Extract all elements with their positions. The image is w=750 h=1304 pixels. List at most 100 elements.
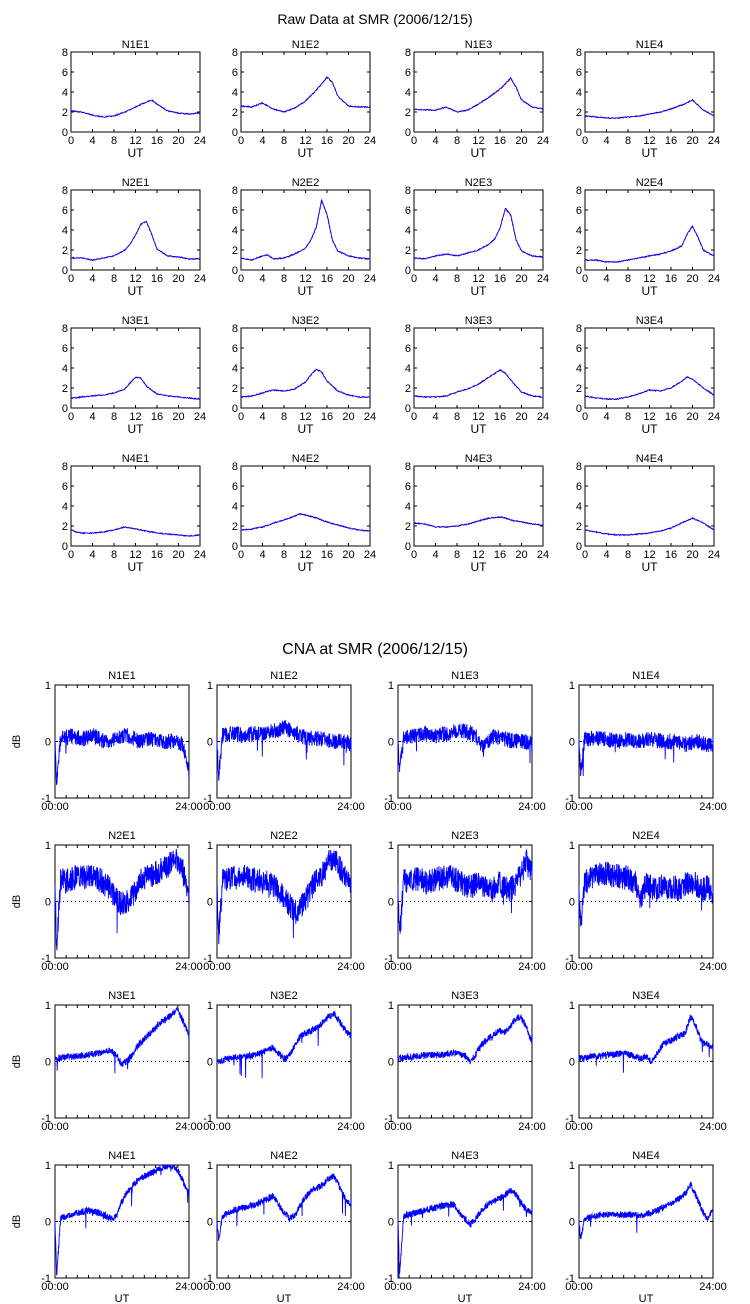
cna-x-tick-label: 24:00 bbox=[175, 801, 203, 813]
raw-measured-line bbox=[70, 376, 201, 401]
raw-x-axis-label: UT bbox=[298, 422, 315, 436]
raw-x-tick-label: 8 bbox=[625, 411, 631, 423]
raw-measured-line bbox=[584, 516, 715, 537]
cna-y-tick-label: -1 bbox=[203, 1113, 213, 1125]
raw-axes-box bbox=[584, 51, 715, 133]
cna-y-tick-label: 0 bbox=[207, 737, 213, 749]
raw-x-tick-label: 20 bbox=[686, 549, 698, 561]
raw-y-tick-label: 2 bbox=[576, 107, 582, 119]
raw-y-tick-label: 6 bbox=[62, 67, 68, 79]
cna-x-tick-label: 00:00 bbox=[203, 1281, 231, 1293]
raw-x-tick-label: 8 bbox=[111, 273, 117, 285]
raw-y-tick-label: 4 bbox=[62, 87, 68, 99]
raw-y-tick-label: 4 bbox=[576, 87, 582, 99]
raw-y-tick-label: 4 bbox=[576, 225, 582, 237]
cna-panel-n4e1: N4E1 -1 0 1 00:00 24:00 dB UT bbox=[11, 1150, 203, 1304]
cna-axes-box bbox=[54, 1164, 190, 1279]
raw-y-tick-label: 6 bbox=[62, 343, 68, 355]
raw-x-tick-label: 24 bbox=[708, 549, 720, 561]
raw-x-tick-label: 24 bbox=[194, 273, 206, 285]
cna-y-tick-label: 0 bbox=[207, 1057, 213, 1069]
raw-x-tick-label: 4 bbox=[259, 549, 265, 561]
cna-panel-n4e4: N4E4 -1 0 1 00:00 24:00 UT bbox=[565, 1150, 727, 1304]
cna-trace-line bbox=[397, 1188, 533, 1279]
raw-x-axis-label: UT bbox=[298, 284, 315, 298]
raw-panel-title: N3E3 bbox=[465, 315, 493, 327]
cna-panel-n1e1: N1E1 -1 0 1 00:00 24:00 dB bbox=[11, 670, 203, 813]
raw-panel-title: N4E4 bbox=[636, 453, 664, 465]
cna-y-tick-label: -1 bbox=[41, 1113, 51, 1125]
raw-x-tick-label: 20 bbox=[686, 135, 698, 147]
raw-x-tick-label: 24 bbox=[364, 135, 376, 147]
raw-x-tick-label: 0 bbox=[238, 273, 244, 285]
cna-y-tick-label: 1 bbox=[207, 680, 213, 692]
raw-figure-title: Raw Data at SMR (2006/12/15) bbox=[277, 11, 472, 27]
cna-panel-n2e4: N2E4 -1 0 1 00:00 24:00 bbox=[565, 830, 727, 973]
cna-panel-title: N1E2 bbox=[270, 670, 298, 682]
cna-x-tick-label: 24:00 bbox=[175, 1121, 203, 1133]
raw-x-tick-label: 0 bbox=[582, 135, 588, 147]
cna-y-tick-label: 1 bbox=[207, 1160, 213, 1172]
raw-x-tick-label: 0 bbox=[68, 273, 74, 285]
raw-x-tick-label: 8 bbox=[454, 549, 460, 561]
raw-x-tick-label: 8 bbox=[111, 411, 117, 423]
cna-panel-n2e2: N2E2 -1 0 1 00:00 24:00 bbox=[203, 830, 365, 973]
raw-y-tick-label: 0 bbox=[232, 265, 238, 277]
raw-y-tick-label: 6 bbox=[232, 481, 238, 493]
raw-x-tick-label: 20 bbox=[342, 411, 354, 423]
raw-x-tick-label: 16 bbox=[665, 549, 677, 561]
cna-x-tick-label: 00:00 bbox=[384, 801, 412, 813]
raw-x-tick-label: 16 bbox=[494, 411, 506, 423]
raw-x-tick-label: 16 bbox=[321, 273, 333, 285]
raw-y-tick-label: 8 bbox=[232, 47, 238, 59]
cna-panel-title: N3E2 bbox=[270, 990, 298, 1002]
raw-x-axis-label: UT bbox=[642, 146, 659, 160]
cna-trace-line bbox=[578, 1014, 714, 1073]
raw-y-tick-label: 0 bbox=[232, 541, 238, 553]
raw-x-tick-label: 16 bbox=[665, 135, 677, 147]
cna-trace-line bbox=[54, 1006, 190, 1074]
raw-y-tick-label: 6 bbox=[405, 67, 411, 79]
cna-panel-title: N4E3 bbox=[451, 1150, 479, 1162]
cna-y-tick-label: 1 bbox=[388, 840, 394, 852]
cna-y-tick-label: 1 bbox=[388, 1000, 394, 1012]
raw-x-tick-label: 24 bbox=[708, 411, 720, 423]
raw-x-tick-label: 24 bbox=[194, 411, 206, 423]
raw-x-tick-label: 4 bbox=[603, 135, 609, 147]
raw-panel-title: N4E2 bbox=[292, 453, 320, 465]
raw-x-tick-label: 0 bbox=[68, 135, 74, 147]
raw-x-tick-label: 20 bbox=[172, 549, 184, 561]
cna-x-tick-label: 24:00 bbox=[337, 1281, 365, 1293]
raw-x-tick-label: 16 bbox=[665, 273, 677, 285]
raw-x-tick-label: 20 bbox=[172, 411, 184, 423]
cna-trace-line bbox=[578, 861, 714, 927]
raw-x-tick-label: 24 bbox=[537, 411, 549, 423]
raw-panel-title: N2E4 bbox=[636, 177, 664, 189]
raw-x-tick-label: 12 bbox=[129, 135, 141, 147]
cna-y-tick-label: 1 bbox=[207, 1000, 213, 1012]
cna-y-tick-label: 0 bbox=[388, 737, 394, 749]
raw-x-tick-label: 0 bbox=[411, 411, 417, 423]
raw-y-tick-label: 8 bbox=[576, 323, 582, 335]
cna-trace-line bbox=[216, 1173, 352, 1241]
raw-x-tick-label: 20 bbox=[515, 549, 527, 561]
raw-x-tick-label: 4 bbox=[432, 411, 438, 423]
raw-x-tick-label: 4 bbox=[603, 411, 609, 423]
raw-panel-title: N4E3 bbox=[465, 453, 493, 465]
raw-y-tick-label: 8 bbox=[405, 47, 411, 59]
raw-x-tick-label: 0 bbox=[582, 411, 588, 423]
raw-y-tick-label: 4 bbox=[405, 501, 411, 513]
raw-y-tick-label: 2 bbox=[232, 245, 238, 257]
raw-x-tick-label: 16 bbox=[151, 135, 163, 147]
raw-x-tick-label: 12 bbox=[643, 411, 655, 423]
raw-x-tick-label: 24 bbox=[194, 549, 206, 561]
cna-x-tick-label: 24:00 bbox=[699, 961, 727, 973]
raw-y-tick-label: 2 bbox=[232, 383, 238, 395]
cna-y-tick-label: 1 bbox=[45, 680, 51, 692]
raw-y-tick-label: 8 bbox=[576, 185, 582, 197]
